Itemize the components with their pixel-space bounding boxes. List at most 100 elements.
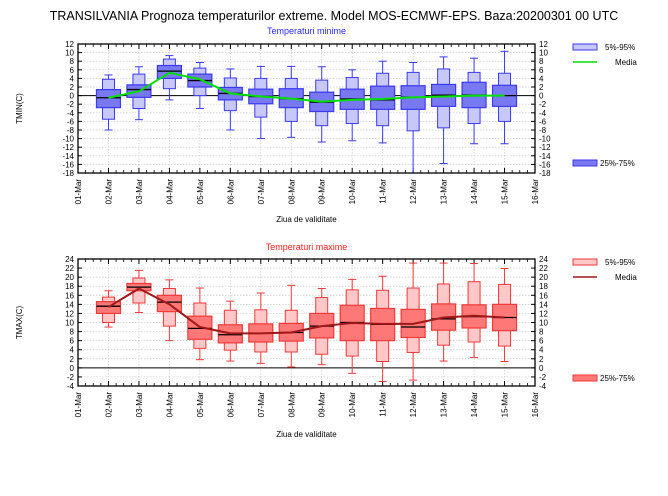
legend-label: 25%-75%	[600, 374, 635, 383]
y-tick-label-right: -10	[539, 135, 551, 144]
x-tick-label: 12-Mar	[409, 179, 418, 205]
x-tick-label: 15-Mar	[501, 392, 510, 418]
x-tick-label: 11-Mar	[379, 179, 388, 204]
y-tick-label-right: 16	[539, 291, 548, 300]
box-13-Mar	[431, 56, 457, 165]
y-tick-label-left: -8	[67, 126, 75, 135]
box-09-Mar	[309, 66, 335, 143]
y-axis-label: TMIN(C)	[15, 93, 24, 124]
box-05-Mar	[187, 61, 213, 109]
chart-title: Temperaturi minime	[267, 26, 346, 36]
y-tick-label-right: 8	[539, 328, 544, 337]
x-tick-label: 04-Mar	[165, 392, 174, 418]
y-tick-label-left: 12	[65, 309, 74, 318]
chart-title: Temperaturi maxime	[266, 242, 348, 252]
y-tick-label-right: 4	[539, 74, 544, 83]
legend-swatch-dark	[572, 374, 598, 382]
y-tick-label-right: -4	[539, 382, 547, 391]
y-tick-label-left: 6	[70, 66, 75, 75]
x-tick-label: 08-Mar	[287, 392, 296, 418]
y-tick-label-right: -2	[539, 373, 547, 382]
box-13-Mar	[431, 262, 457, 362]
y-tick-label-right: -2	[539, 100, 547, 109]
y-tick-label-right: 22	[539, 264, 548, 273]
mean-line	[108, 71, 505, 103]
legend-label: 25%-75%	[600, 159, 635, 168]
y-tick-label-right: 2	[539, 83, 544, 92]
y-axis-label: TMAX(C)	[15, 306, 24, 340]
x-tick-label: 05-Mar	[196, 392, 205, 418]
y-tick-label-right: 10	[539, 49, 548, 58]
legend: 5%-95% Media 25%-75%	[572, 43, 637, 168]
y-tick-label-right: 12	[539, 40, 548, 49]
x-tick-label: 01-Mar	[74, 392, 83, 418]
y-tick-label-right: 10	[539, 319, 548, 328]
x-tick-label: 14-Mar	[470, 392, 479, 418]
y-tick-label-right: 18	[539, 282, 548, 291]
box-10-Mar	[339, 278, 365, 374]
y-tick-label-right: 8	[539, 57, 544, 66]
box-08-Mar	[278, 65, 304, 138]
legend-label: 5%-95%	[605, 258, 635, 267]
y-tick-label-left: -12	[62, 143, 74, 152]
y-tick-label-right: 14	[539, 300, 548, 309]
y-tick-label-right: 20	[539, 273, 548, 282]
y-tick-label-right: 6	[539, 66, 544, 75]
x-tick-label: 15-Mar	[501, 179, 510, 205]
box-03-Mar	[126, 269, 152, 314]
y-tick-label-left: 12	[65, 40, 74, 49]
x-tick-label: 10-Mar	[348, 179, 357, 205]
x-tick-label: 04-Mar	[165, 179, 174, 205]
y-tick-label-right: -18	[539, 169, 551, 178]
y-tick-label-left: 4	[70, 74, 75, 83]
x-tick-label: 09-Mar	[318, 392, 327, 418]
y-tick-label-right: -14	[539, 152, 551, 161]
x-tick-label: 02-Mar	[104, 392, 113, 418]
y-tick-label-right: 24	[539, 255, 548, 264]
y-tick-label-left: -2	[67, 100, 75, 109]
y-tick-label-left: 20	[65, 273, 74, 282]
x-tick-label: 01-Mar	[74, 179, 83, 205]
box-15-Mar	[491, 268, 518, 363]
x-tick-label: 09-Mar	[318, 179, 327, 205]
y-tick-label-left: 2	[70, 355, 75, 364]
x-tick-label: 16-Mar	[531, 392, 540, 418]
legend-label: Media	[615, 58, 637, 67]
x-tick-label: 14-Mar	[470, 179, 479, 205]
y-tick-label-right: 12	[539, 309, 548, 318]
y-tick-label-left: 18	[65, 282, 74, 291]
y-tick-label-right: -6	[539, 117, 547, 126]
x-tick-label: 12-Mar	[409, 392, 418, 418]
x-axis-label: Ziua de validitate	[276, 215, 337, 224]
y-tick-label-right: 6	[539, 337, 544, 346]
x-tick-label: 05-Mar	[196, 179, 205, 205]
x-tick-label: 06-Mar	[226, 179, 235, 205]
legend: 5%-95% Media 25%-75%	[572, 258, 637, 383]
box-14-Mar	[461, 263, 487, 358]
y-tick-label-right: -8	[539, 126, 547, 135]
x-tick-label: 08-Mar	[287, 179, 296, 205]
box-14-Mar	[461, 57, 487, 145]
x-tick-label: 02-Mar	[104, 179, 113, 205]
x-tick-label: 03-Mar	[135, 179, 144, 205]
box-07-Mar	[248, 292, 274, 364]
box-05-Mar	[187, 287, 213, 361]
box-12-Mar	[400, 61, 426, 174]
y-tick-label-left: 10	[65, 49, 74, 58]
box-06-Mar	[217, 68, 243, 131]
legend-label: Media	[615, 273, 637, 282]
y-tick-label-left: 24	[65, 255, 74, 264]
y-tick-label-left: 0	[70, 92, 75, 101]
x-tick-label: 06-Mar	[226, 392, 235, 418]
x-tick-label: 13-Mar	[440, 179, 449, 205]
y-tick-label-left: 14	[65, 300, 74, 309]
y-tick-label-left: -4	[67, 109, 75, 118]
x-tick-label: 13-Mar	[440, 392, 449, 418]
y-tick-label-left: 2	[70, 83, 75, 92]
y-tick-label-right: -16	[539, 160, 551, 169]
x-tick-label: 07-Mar	[257, 392, 266, 418]
y-tick-label-left: -2	[67, 373, 75, 382]
mean-line	[107, 287, 505, 335]
